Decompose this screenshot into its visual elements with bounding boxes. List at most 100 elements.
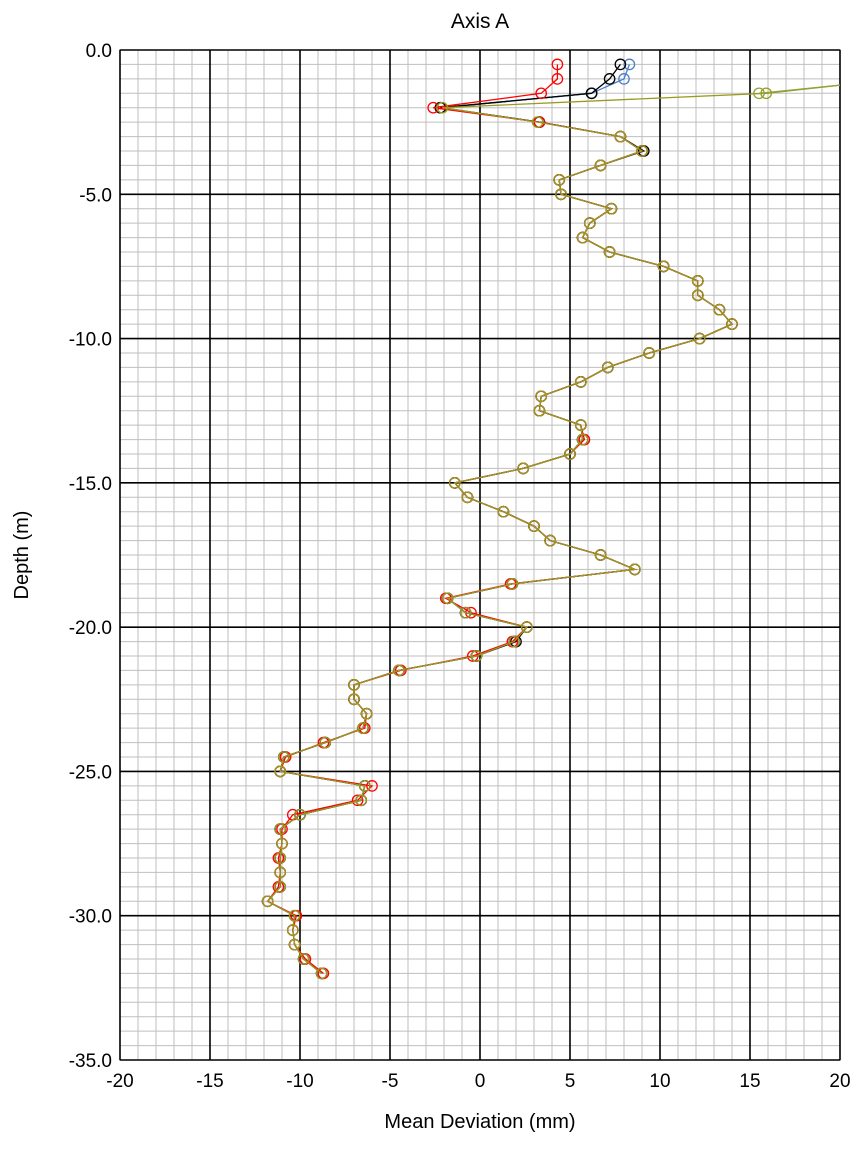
data-point — [553, 174, 566, 186]
data-point — [564, 448, 576, 460]
data-point — [294, 808, 306, 821]
data-point — [657, 260, 670, 273]
data-point — [360, 707, 373, 720]
series-layer — [261, 58, 840, 980]
data-point — [461, 491, 474, 504]
data-point — [535, 390, 548, 403]
data-point — [583, 217, 596, 229]
x-tick-label: 10 — [649, 1071, 670, 1092]
data-point — [286, 924, 299, 936]
x-tick-label: -15 — [196, 1071, 223, 1092]
x-tick-label: 5 — [565, 1071, 576, 1092]
data-point — [358, 780, 371, 792]
data-point — [517, 462, 530, 475]
data-point — [726, 318, 738, 330]
data-point — [623, 58, 636, 71]
y-tick-label: -5.0 — [79, 185, 112, 206]
data-point — [528, 520, 540, 532]
data-point — [348, 693, 360, 706]
data-point — [261, 895, 274, 908]
data-point — [603, 246, 616, 258]
y-tick-label: -25.0 — [69, 762, 112, 783]
data-point — [693, 332, 706, 345]
data-point — [618, 73, 630, 85]
data-point — [636, 145, 648, 157]
data-point — [520, 621, 533, 633]
data-point — [544, 534, 557, 547]
data-point — [594, 159, 607, 172]
data-point — [506, 578, 519, 590]
data-point — [574, 419, 587, 431]
y-tick-label: -20.0 — [69, 618, 112, 639]
x-axis-label: Mean Deviation (mm) — [384, 1111, 575, 1133]
data-point — [576, 433, 589, 446]
data-point — [355, 794, 368, 807]
y-tick-label: 0.0 — [86, 41, 112, 62]
data-point — [614, 58, 627, 71]
data-point — [288, 938, 301, 951]
data-point — [459, 606, 472, 619]
data-point — [643, 347, 656, 359]
plot-frame — [119, 49, 841, 1061]
data-point — [274, 866, 287, 879]
data-point — [448, 477, 461, 489]
series-line — [758, 84, 840, 94]
data-point — [274, 852, 287, 864]
y-axis-label: Depth (m) — [11, 511, 33, 600]
data-point — [348, 679, 360, 691]
data-point — [691, 275, 704, 287]
data-point — [441, 592, 454, 605]
x-tick-label: -20 — [106, 1071, 133, 1092]
chart-title: Axis A — [451, 10, 509, 33]
data-point — [531, 116, 544, 128]
data-point — [274, 765, 287, 778]
data-point — [713, 303, 726, 316]
data-point — [276, 837, 288, 850]
data-point — [551, 73, 564, 85]
data-point — [601, 361, 614, 374]
data-point — [274, 881, 287, 893]
x-tick-label: 0 — [475, 1071, 486, 1092]
series-6 — [753, 84, 840, 100]
data-point — [533, 404, 546, 417]
data-point — [393, 664, 405, 677]
x-tick-labels: -20 -15 -10 -5 0 5 10 15 20 — [106, 1071, 850, 1092]
data-point — [297, 953, 310, 965]
x-tick-label: -10 — [286, 1071, 313, 1092]
data-point — [585, 87, 598, 100]
data-point — [691, 289, 704, 302]
data-point — [603, 73, 616, 85]
data-point — [628, 563, 641, 576]
data-point — [274, 823, 287, 835]
data-point — [319, 736, 332, 749]
x-tick-label: -5 — [382, 1071, 399, 1092]
data-point — [508, 635, 521, 648]
data-point — [497, 505, 510, 518]
data-point — [288, 909, 301, 922]
data-point — [605, 202, 618, 215]
data-point — [594, 549, 607, 561]
data-point — [753, 87, 765, 100]
y-tick-label: -35.0 — [69, 1051, 112, 1072]
data-point — [315, 967, 328, 980]
x-tick-label: 15 — [739, 1071, 760, 1092]
data-point — [555, 188, 567, 201]
data-point — [574, 376, 587, 388]
y-tick-label: -10.0 — [69, 330, 112, 351]
y-tick-label: -30.0 — [69, 907, 112, 928]
data-point — [576, 231, 589, 244]
data-point — [366, 780, 378, 792]
data-point — [614, 130, 627, 143]
data-point — [470, 650, 483, 662]
x-tick-label: 20 — [829, 1071, 850, 1092]
data-point — [351, 794, 364, 807]
series-5 — [261, 84, 840, 980]
data-point — [535, 87, 548, 100]
data-point — [357, 722, 369, 734]
data-point — [427, 101, 440, 114]
y-tick-labels: 0.0 -5.0 -10.0 -15.0 -20.0 -25.0 -30.0 -35.0 — [69, 41, 112, 1072]
data-point — [436, 101, 449, 114]
